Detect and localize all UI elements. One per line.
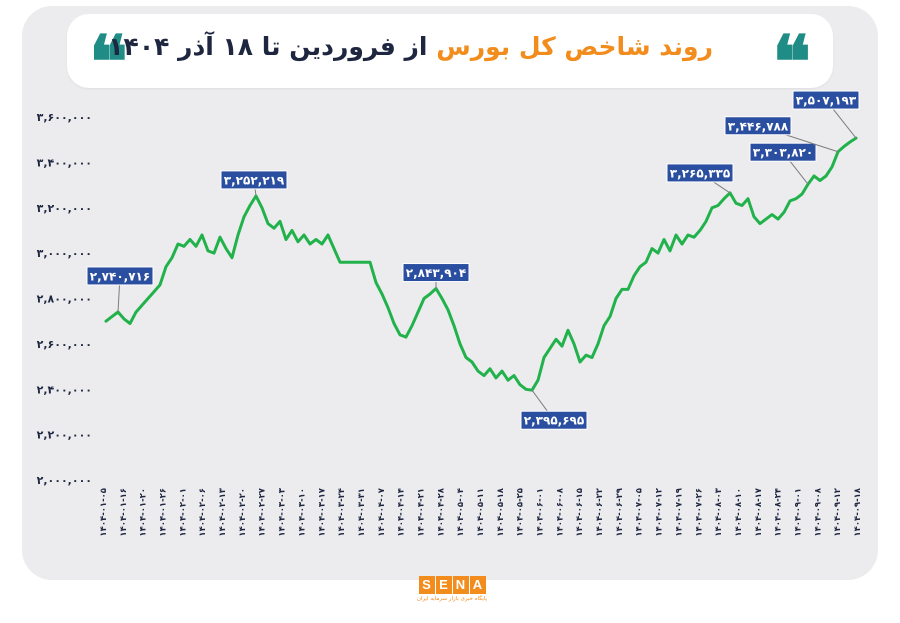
callout-box (792, 90, 860, 110)
chart-title-dates: از فروردین تا ۱۸ آذر ۱۴۰۴ (108, 32, 428, 61)
callout-box (220, 170, 288, 190)
callout-box (749, 142, 817, 162)
x-tick-label: ۱۴۰۴-۰۷-۱۹ (674, 487, 684, 536)
callout-label: ۲,۸۴۳,۹۰۴ (406, 266, 466, 280)
callout-box (724, 116, 792, 136)
y-tick-label: ۳,۴۰۰,۰۰۰ (37, 156, 92, 169)
x-tick-label: ۱۴۰۴-۰۱-۲۰ (139, 488, 149, 537)
y-tick-label: ۳,۶۰۰,۰۰۰ (37, 111, 92, 124)
logo-letter: N (452, 576, 469, 594)
x-tick-label: ۱۴۰۴-۰۸-۰۳ (714, 487, 724, 536)
sena-logo: S E N A پایگاه خبری بازار سرمایه ایران (412, 576, 492, 616)
callout-label: ۲,۷۴۰,۷۱۶ (90, 269, 150, 283)
x-tick-label: ۱۴۰۴-۰۶-۲۲ (595, 487, 605, 536)
logo-letter: E (435, 576, 452, 594)
callout-label: ۳,۵۰۷,۱۹۳ (796, 94, 857, 108)
x-tick-label: ۱۴۰۴-۰۷-۲۶ (694, 488, 704, 537)
x-tick-label: ۱۴۰۴-۰۴-۲۱ (416, 488, 426, 537)
x-tick-label: ۱۴۰۴-۰۸-۱۰ (734, 488, 744, 537)
callout-label: ۳,۴۴۶,۷۸۸ (728, 119, 789, 133)
callout-box (666, 163, 734, 183)
y-tick-label: ۲,۶۰۰,۰۰۰ (37, 338, 92, 351)
x-tick-label: ۱۴۰۴-۰۵-۱۱ (476, 488, 486, 537)
x-tick-label: ۱۴۰۴-۰۸-۲۴ (774, 488, 784, 537)
y-tick-label: ۲,۸۰۰,۰۰۰ (37, 293, 92, 306)
y-tick-label: ۳,۲۰۰,۰۰۰ (37, 202, 92, 215)
y-tick-label: ۲,۰۰۰,۰۰۰ (37, 474, 92, 487)
callout-box (86, 266, 154, 286)
y-tick-label: ۲,۲۰۰,۰۰۰ (37, 429, 92, 442)
x-tick-label: ۱۴۰۴-۰۲-۰۶ (198, 488, 208, 537)
x-tick-label: ۱۴۰۴-۰۳-۱۷ (317, 487, 327, 536)
x-tick-label: ۱۴۰۴-۰۶-۰۱ (536, 488, 546, 537)
y-tick-label: ۳,۰۰۰,۰۰۰ (37, 247, 92, 260)
x-tick-label: ۱۴۰۴-۰۵-۲۵ (516, 488, 526, 537)
x-tick-label: ۱۴۰۴-۰۹-۱۸ (853, 487, 863, 536)
chart-card (22, 6, 878, 580)
x-tick-label: ۱۴۰۴-۰۹-۰۸ (813, 487, 823, 536)
x-tick-label: ۱۴۰۴-۰۴-۱۴ (397, 488, 407, 537)
y-tick-label: ۲,۴۰۰,۰۰۰ (37, 383, 92, 396)
callout-box (402, 263, 470, 283)
x-tick-label: ۱۴۰۴-۰۱-۰۵ (99, 488, 109, 537)
x-tick-label: ۱۴۰۴-۰۶-۱۵ (575, 488, 585, 537)
logo-subtitle: پایگاه خبری بازار سرمایه ایران (416, 596, 488, 602)
callout-label: ۳,۲۶۵,۳۳۵ (670, 166, 730, 180)
x-tick-label: ۱۴۰۴-۰۲-۱۳ (218, 487, 228, 536)
callout-label: ۲,۳۹۵,۶۹۵ (524, 414, 584, 428)
x-tick-label: ۱۴۰۴-۰۶-۰۸ (555, 487, 565, 536)
callout-box (520, 410, 588, 430)
logo-letter: A (469, 576, 486, 594)
x-tick-label: ۱۴۰۴-۰۷-۱۲ (655, 487, 665, 536)
title-bar: ❝ ❝ روند شاخص کل بورس از فروردین تا ۱۸ آ… (67, 14, 833, 98)
callout-label: ۳,۳۰۳,۸۲۰ (753, 146, 813, 160)
chart-title-highlight: روند شاخص کل بورس (436, 32, 713, 61)
x-tick-label: ۱۴۰۴-۰۴-۰۷ (377, 487, 387, 536)
series-line (104, 136, 858, 392)
x-tick-label: ۱۴۰۴-۰۶-۲۹ (615, 487, 625, 536)
x-tick-label: ۱۴۰۴-۰۸-۱۷ (754, 487, 764, 536)
x-tick-label: ۱۴۰۴-۰۹-۰۱ (793, 488, 803, 537)
x-tick-label: ۱۴۰۴-۰۲-۲۰ (238, 488, 248, 537)
x-tick-label: ۱۴۰۴-۰۹-۱۲ (833, 487, 843, 536)
x-tick-label: ۱۴۰۴-۰۵-۰۴ (456, 488, 466, 537)
x-tick-label: ۱۴۰۴-۰۳-۲۴ (337, 488, 347, 537)
x-tick-label: ۱۴۰۴-۰۵-۱۸ (496, 487, 506, 536)
x-tick-label: ۱۴۰۴-۰۳-۱۰ (297, 488, 307, 537)
x-tick-label: ۱۴۰۴-۰۴-۲۸ (436, 487, 446, 536)
x-tick-label: ۱۴۰۴-۰۳-۰۳ (278, 487, 288, 536)
x-tick-label: ۱۴۰۴-۰۷-۰۵ (635, 488, 645, 537)
x-tick-label: ۱۴۰۴-۰۲-۲۷ (258, 487, 268, 536)
x-tick-label: ۱۴۰۴-۰۳-۳۱ (357, 488, 367, 537)
callout-label: ۳,۲۵۲,۲۱۹ (224, 173, 285, 187)
chart-title: روند شاخص کل بورس از فروردین تا ۱۸ آذر ۱… (108, 32, 713, 61)
x-tick-label: ۱۴۰۴-۰۲-۰۱ (178, 488, 188, 537)
logo-letter: S (418, 576, 435, 594)
x-tick-label: ۱۴۰۴-۰۱-۲۶ (159, 488, 169, 537)
close-quote-icon: ❝ (772, 19, 811, 104)
x-tick-label: ۱۴۰۴-۰۱-۱۶ (119, 488, 129, 537)
open-quote-icon: ❝ (89, 19, 128, 104)
